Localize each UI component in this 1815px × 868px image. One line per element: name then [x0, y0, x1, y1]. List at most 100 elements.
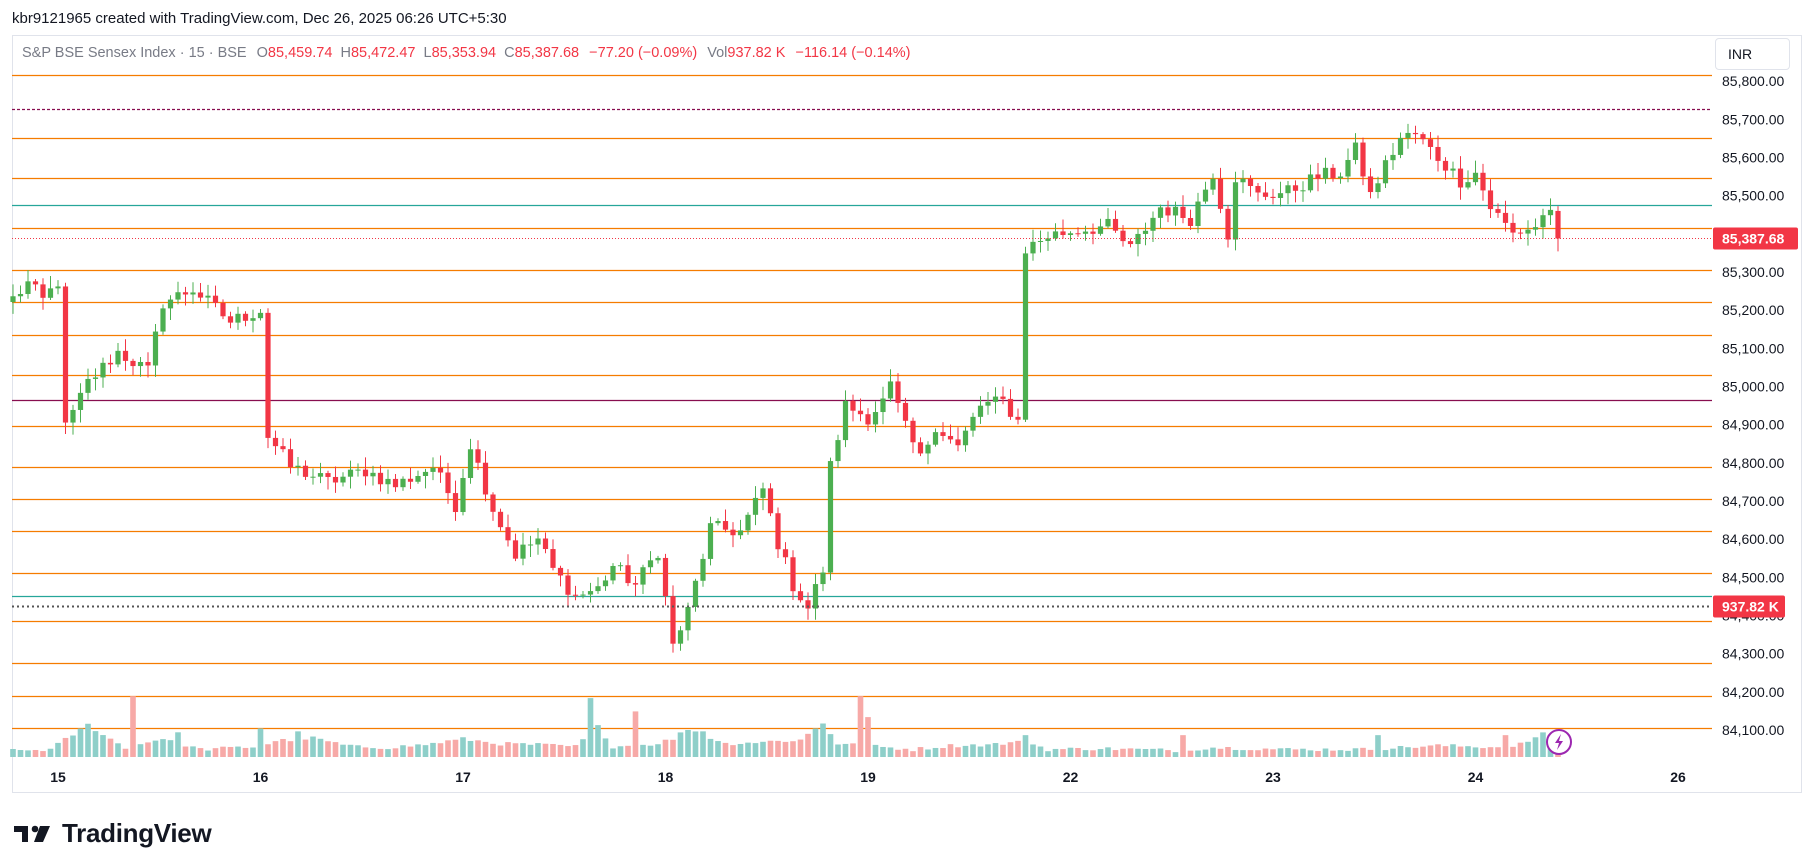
volume-bar [310, 736, 316, 757]
volume-bar [77, 728, 84, 757]
volume-bar [602, 738, 609, 757]
candle-body [100, 362, 106, 378]
volume-bar [1472, 747, 1479, 757]
x-tick-label: 15 [50, 769, 66, 785]
volume-bar [550, 743, 556, 757]
volume-bar [917, 747, 924, 757]
candle-body [220, 302, 226, 317]
volume-bar [1157, 748, 1164, 757]
volume-bar [872, 744, 879, 757]
candle-body [647, 560, 654, 568]
candle-body [1382, 160, 1389, 184]
volume-bar [47, 748, 54, 757]
candle-body [1142, 230, 1149, 234]
candle-body [1547, 209, 1554, 216]
volume-bar [662, 739, 669, 757]
volume-bar [1097, 749, 1104, 757]
volume-bar [1360, 747, 1366, 757]
volume-bar [415, 744, 421, 757]
candle-body [760, 488, 766, 498]
volume-bar [1105, 747, 1111, 757]
candle-body [535, 538, 541, 545]
candle-body [1480, 172, 1486, 191]
candle-body [415, 475, 421, 482]
high-label: H [340, 45, 351, 61]
currency-button[interactable]: INR [1715, 38, 1790, 70]
volume-bar [62, 737, 69, 757]
volume-bar [1277, 748, 1284, 757]
volume-bar [32, 749, 39, 757]
candle-body [1540, 215, 1546, 228]
volume-bar [1195, 750, 1201, 757]
volume-bar [482, 741, 489, 757]
volume-bar [1300, 748, 1306, 757]
candle-body [400, 478, 406, 488]
volume-bar [92, 731, 99, 757]
candle-body [1427, 139, 1434, 147]
volume-bar [955, 747, 961, 757]
candle-body [490, 494, 496, 512]
y-tick-label: 85,100.00 [1722, 340, 1784, 356]
candle-body [1525, 229, 1531, 234]
x-tick-label: 26 [1670, 769, 1686, 785]
volume-bar [745, 742, 751, 757]
volume-bar [55, 742, 61, 757]
symbol-title[interactable]: S&P BSE Sensex Index · 15 · BSE [22, 45, 247, 61]
candle-body [670, 596, 676, 644]
candle-body [872, 412, 879, 425]
volume-bar [1045, 751, 1051, 757]
volume-bar [1352, 748, 1359, 757]
volume-bar [407, 746, 414, 757]
candle-body [1217, 178, 1224, 209]
candle-body [1262, 192, 1269, 197]
volume-bar [940, 748, 946, 757]
volume-bar [422, 745, 429, 757]
volume-bar [437, 743, 444, 757]
price-change: −77.20 (−0.09%) [589, 45, 698, 61]
candle-body [430, 467, 436, 472]
volume-bar [805, 733, 811, 757]
volume-bar [1450, 744, 1456, 757]
candle-body [370, 472, 376, 477]
candle-body [752, 497, 759, 515]
candle-body [1045, 238, 1051, 241]
candle-body [737, 530, 744, 536]
candle-body [1465, 182, 1471, 188]
volume-bar [1405, 747, 1411, 757]
candle-body [700, 558, 706, 581]
volume-bar [1420, 746, 1426, 757]
candle-body [955, 439, 961, 446]
candle-body [1007, 398, 1014, 417]
candle-body [910, 420, 916, 443]
brand-name: TradingView [62, 818, 212, 848]
y-tick-label: 85,600.00 [1722, 149, 1784, 165]
candle-body [1022, 253, 1029, 420]
candle-body [707, 523, 714, 559]
candle-body [542, 538, 549, 550]
volume-bar [10, 748, 16, 757]
y-tick-label: 84,800.00 [1722, 455, 1784, 471]
y-tick-label: 84,600.00 [1722, 531, 1784, 547]
volume-bar [227, 746, 234, 757]
candle-body [557, 567, 564, 576]
candle-body [812, 584, 819, 609]
volume-bar [775, 740, 781, 757]
candle-body [310, 476, 316, 478]
chart-pane[interactable] [12, 35, 1802, 793]
candle-body [1225, 208, 1231, 240]
volume-bar [535, 743, 541, 757]
candle-body [1555, 210, 1561, 239]
candle-body [640, 567, 646, 585]
volume-bar [1330, 750, 1336, 757]
candle-body [1052, 231, 1059, 239]
candle-body [610, 565, 616, 581]
volume-bar [392, 748, 399, 757]
volume-bar [130, 696, 136, 757]
candle-body [1517, 232, 1524, 234]
candle-body [1270, 196, 1276, 198]
volume-bar [1247, 750, 1254, 757]
volume-bar [167, 740, 174, 757]
candle-body [580, 594, 586, 596]
candle-body [1487, 190, 1494, 210]
